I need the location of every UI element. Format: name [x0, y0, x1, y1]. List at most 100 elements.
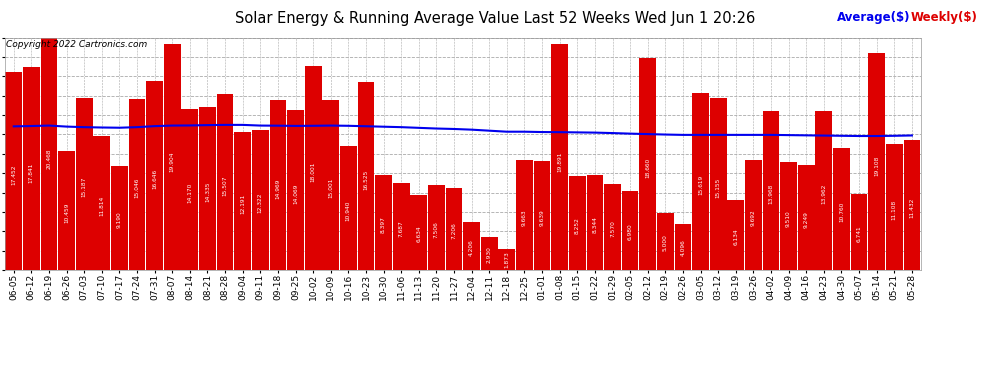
Bar: [393, 183, 410, 270]
Bar: [586, 175, 603, 270]
Text: 11.814: 11.814: [99, 195, 104, 216]
Bar: [411, 195, 427, 270]
Bar: [446, 188, 462, 270]
Bar: [463, 222, 480, 270]
Bar: [217, 94, 234, 270]
Text: 6.980: 6.980: [628, 224, 633, 240]
Text: 15.001: 15.001: [329, 178, 334, 198]
Text: 15.507: 15.507: [223, 175, 228, 196]
Bar: [640, 58, 656, 270]
Bar: [428, 185, 445, 270]
Text: 15.187: 15.187: [82, 177, 87, 198]
Text: 9.692: 9.692: [750, 209, 756, 226]
Bar: [798, 165, 815, 270]
Bar: [76, 98, 92, 270]
Text: 17.452: 17.452: [11, 165, 16, 185]
Text: Copyright 2022 Cartronics.com: Copyright 2022 Cartronics.com: [6, 40, 148, 49]
Bar: [569, 176, 586, 270]
Bar: [5, 72, 22, 270]
Bar: [41, 38, 57, 270]
Bar: [499, 249, 515, 270]
Bar: [745, 160, 761, 270]
Bar: [481, 237, 498, 270]
Text: 6.741: 6.741: [856, 225, 861, 242]
Text: 12.322: 12.322: [257, 193, 262, 213]
Bar: [375, 175, 392, 270]
Text: 6.634: 6.634: [417, 226, 422, 242]
Bar: [674, 224, 691, 270]
Text: 16.525: 16.525: [363, 170, 368, 190]
Text: 8.252: 8.252: [575, 217, 580, 234]
Bar: [199, 107, 216, 270]
Bar: [657, 213, 674, 270]
Text: 15.619: 15.619: [698, 175, 703, 195]
Bar: [710, 98, 727, 270]
Text: 14.170: 14.170: [187, 183, 192, 203]
Bar: [886, 144, 903, 270]
Text: 8.344: 8.344: [592, 216, 597, 233]
Text: 11.108: 11.108: [892, 200, 897, 220]
Bar: [129, 99, 146, 270]
Bar: [622, 191, 639, 270]
Text: 9.190: 9.190: [117, 211, 122, 228]
Bar: [780, 162, 797, 270]
Text: Weekly($): Weekly($): [911, 11, 978, 24]
Text: 19.891: 19.891: [557, 152, 562, 172]
Bar: [692, 93, 709, 270]
Bar: [111, 166, 128, 270]
Bar: [816, 111, 833, 270]
Text: 15.046: 15.046: [135, 178, 140, 198]
Bar: [340, 146, 356, 270]
Text: Solar Energy & Running Average Value Last 52 Weeks Wed Jun 1 20:26: Solar Energy & Running Average Value Las…: [235, 11, 755, 26]
Text: 9.510: 9.510: [786, 210, 791, 226]
Text: 10.459: 10.459: [64, 203, 69, 223]
Text: 13.968: 13.968: [768, 184, 773, 204]
Text: 14.335: 14.335: [205, 182, 210, 202]
Text: 18.660: 18.660: [645, 158, 650, 178]
Bar: [834, 148, 849, 270]
Text: 7.206: 7.206: [451, 222, 456, 239]
Text: 15.155: 15.155: [716, 177, 721, 198]
Text: 1.873: 1.873: [504, 252, 509, 268]
Text: 11.432: 11.432: [910, 198, 915, 218]
Bar: [287, 110, 304, 270]
Text: 10.760: 10.760: [839, 201, 843, 222]
Bar: [534, 160, 550, 270]
Text: 4.096: 4.096: [680, 239, 685, 256]
Text: 9.639: 9.639: [540, 209, 545, 226]
Bar: [269, 100, 286, 270]
Bar: [728, 200, 744, 270]
Bar: [762, 111, 779, 270]
Text: 2.930: 2.930: [487, 246, 492, 262]
Text: 5.000: 5.000: [663, 234, 668, 251]
Text: 20.468: 20.468: [47, 148, 51, 169]
Bar: [58, 151, 75, 270]
Bar: [516, 160, 533, 270]
Bar: [868, 53, 885, 270]
Text: 19.904: 19.904: [169, 151, 175, 172]
Text: 8.397: 8.397: [381, 216, 386, 233]
Text: 16.646: 16.646: [152, 169, 157, 189]
Text: 7.570: 7.570: [610, 220, 615, 237]
Bar: [23, 68, 40, 270]
Bar: [904, 140, 921, 270]
Text: 9.249: 9.249: [804, 211, 809, 228]
Text: Average($): Average($): [837, 11, 910, 24]
Bar: [323, 100, 340, 270]
Text: 14.969: 14.969: [275, 178, 280, 199]
Text: 19.108: 19.108: [874, 156, 879, 176]
Bar: [604, 184, 621, 270]
Text: 9.663: 9.663: [522, 209, 527, 226]
Text: 4.206: 4.206: [469, 239, 474, 255]
Text: 10.940: 10.940: [346, 200, 350, 221]
Text: 13.962: 13.962: [822, 184, 827, 204]
Bar: [93, 136, 110, 270]
Text: 17.841: 17.841: [29, 163, 34, 183]
Text: 6.134: 6.134: [734, 228, 739, 245]
Text: 7.506: 7.506: [434, 221, 439, 237]
Text: 7.687: 7.687: [399, 220, 404, 237]
Text: 12.191: 12.191: [241, 194, 246, 214]
Bar: [357, 82, 374, 270]
Bar: [164, 44, 180, 270]
Bar: [181, 109, 198, 270]
